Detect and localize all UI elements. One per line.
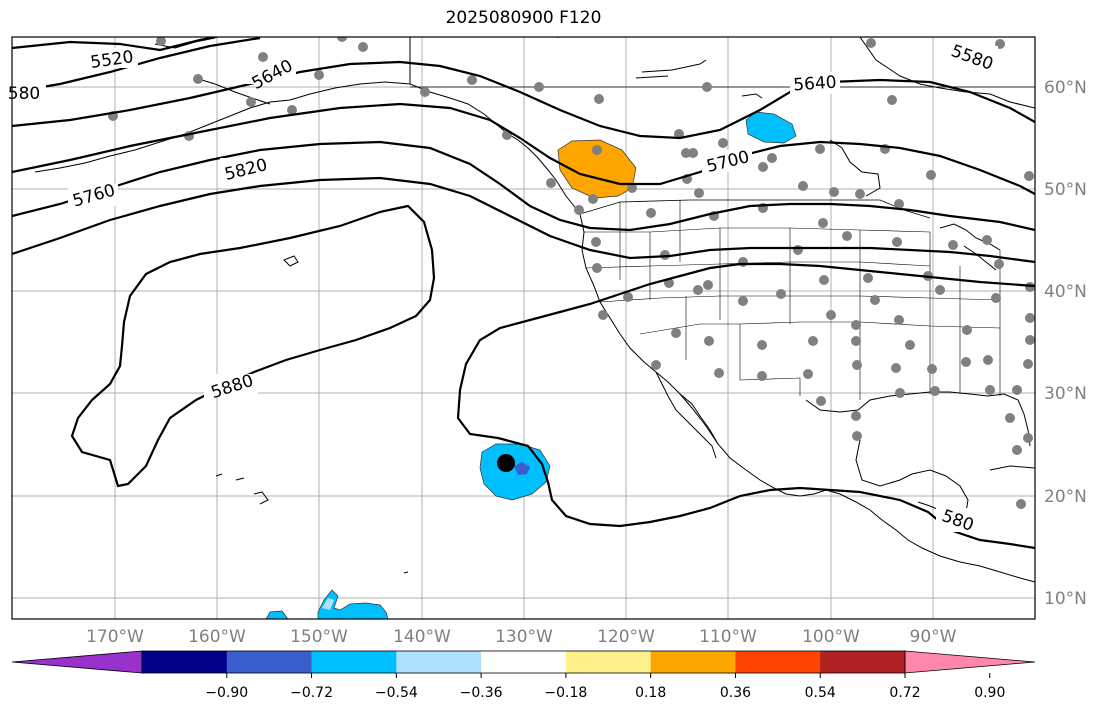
colorbar-extend-high [904,650,1036,674]
lat-label-60n: 60°N [1044,78,1087,98]
negative-anomaly-region-south-1 [265,610,289,619]
strong-negative-anomaly-core [514,462,530,475]
colorbar-tick-label: −0.54 [375,685,418,701]
lon-label-150w: 150°W [290,627,348,647]
colorbar-tick-label: 0.36 [720,685,751,701]
colorbar-extend-low [11,650,143,674]
colorbar-segment [481,651,567,673]
colorbar-tick-label: −0.90 [205,685,248,701]
contour-label-580-edge: 580 [8,84,40,104]
colorbar-segment [565,651,652,673]
lon-label-120w: 120°W [597,627,655,647]
latitude-labels: 60°N 50°N 40°N 30°N 20°N 10°N [1044,78,1087,609]
lon-label-170w: 170°W [86,627,144,647]
lat-label-40n: 40°N [1044,282,1087,302]
colorbar-tick-label: 0.72 [889,685,920,701]
lon-label-160w: 160°W [188,627,246,647]
colorbar-segment [311,651,397,673]
negative-anomaly-region-canada [745,111,797,144]
contour-labels: 5520 5640 580 5760 5820 5640 5700 5580 5… [8,41,998,536]
map-title: 2025080900 F120 [445,8,602,28]
lat-label-50n: 50°N [1044,180,1087,200]
lon-label-140w: 140°W [393,627,451,647]
colorbar-tick-label: 0.18 [635,685,666,701]
colorbar-tick-label: 0.54 [805,685,836,701]
lat-label-30n: 30°N [1044,384,1087,404]
colorbar-tick-label: −0.36 [460,685,503,701]
colorbar-segment [226,651,313,673]
lon-label-100w: 100°W [802,627,860,647]
colorbar-ticks: −0.90 −0.72 −0.54 −0.36 −0.18 0.18 0.36 0.54 0.7… [205,673,1005,701]
colorbar-segment [650,651,736,673]
lat-label-20n: 20°N [1044,487,1087,507]
negative-anomaly-region-south-2 [317,589,389,619]
colorbar-tick-label: 0.90 [974,685,1005,701]
coastlines [34,37,1035,583]
height-contours [12,37,1035,550]
colorbar-frame [141,650,906,674]
colorbar-tick-label: −0.18 [544,685,587,701]
longitude-labels: 170°W 160°W 150°W 140°W 130°W 120°W 110°… [86,627,957,647]
tropical-system-marker [497,454,515,472]
negative-anomaly-region-pacific [479,443,551,501]
colorbar-segment [396,651,482,673]
lon-label-90w: 90°W [910,627,957,647]
lat-label-10n: 10°N [1044,589,1087,609]
colorbar-tick-label: −0.72 [290,685,333,701]
colorbar-segment [142,651,228,673]
colorbar-segment [735,651,821,673]
contour-label-5640-east: 5640 [793,73,838,96]
map-frame [11,36,1036,620]
lon-label-130w: 130°W [495,627,553,647]
lon-label-110w: 110°W [699,627,757,647]
colorbar [11,650,1036,674]
weak-negative-anomaly-south [322,598,334,610]
colorbar-segment [820,651,906,673]
